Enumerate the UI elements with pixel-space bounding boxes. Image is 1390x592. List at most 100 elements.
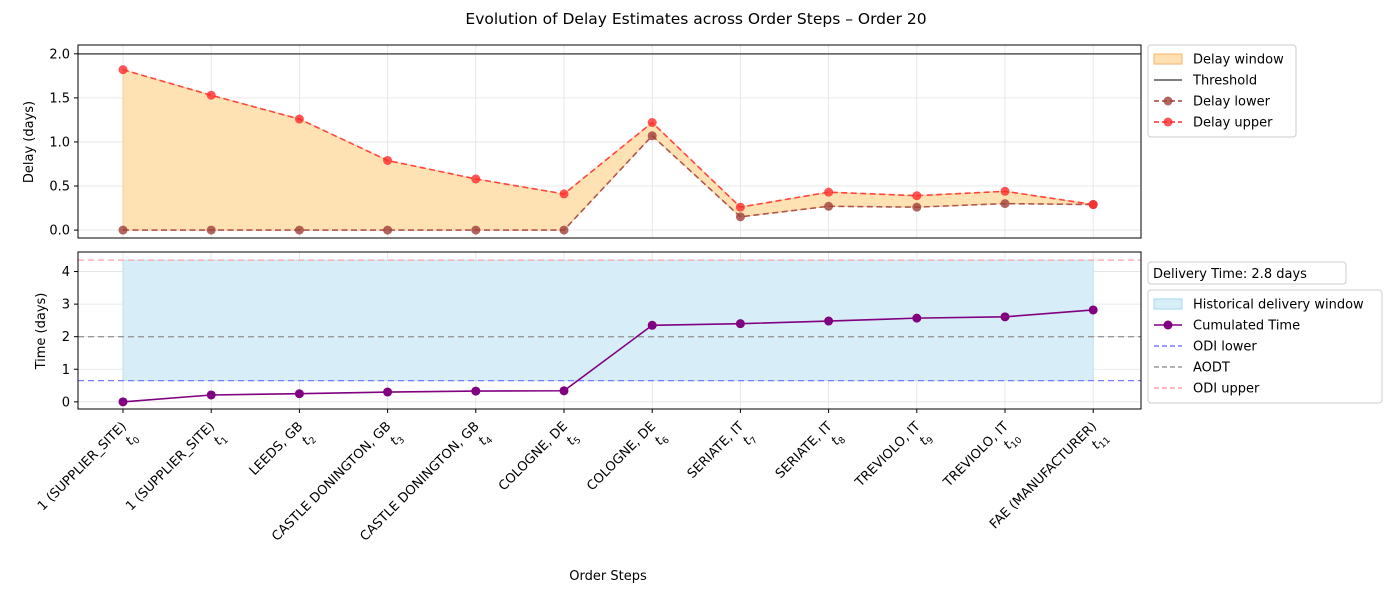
legend-label: Cumulated Time: [1193, 319, 1300, 334]
delay-upper-point: [1088, 200, 1098, 210]
delay-lower-point: [1000, 199, 1010, 209]
time-y-ticks: 0 1 2 3 4: [62, 265, 78, 410]
cumulated-time-point: [647, 320, 657, 330]
x-tick-label: TREVIOLO, ITt9: [852, 419, 936, 503]
delay-upper-line: [122, 68, 1094, 209]
delay-lower-point: [471, 225, 481, 235]
x-tick-place: SERIATE, IT: [773, 419, 836, 482]
x-tick-place: SERIATE, IT: [685, 419, 748, 482]
x-tick-step-index: 5: [572, 435, 583, 446]
delay-series: [118, 65, 1098, 235]
x-tick-place: COLOGNE, DE: [584, 419, 659, 494]
delay-lower-point: [647, 131, 657, 141]
cumulated-time-point: [1000, 312, 1010, 322]
legend-marker: [1163, 96, 1173, 106]
legend-label: Delay upper: [1193, 116, 1273, 131]
x-tick-step-index: 8: [837, 435, 848, 446]
x-tick-place: TREVIOLO, IT: [852, 419, 924, 491]
time-y-axis-label: Time (days): [34, 293, 49, 371]
x-axis-ticks: 1 (SUPPLIER_SITE)t01 (SUPPLIER_SITE)t1 LE…: [35, 409, 1113, 545]
y-tick-label: 4: [62, 265, 70, 280]
delay-lower-line: [123, 134, 1094, 231]
legend-label: ODI lower: [1193, 340, 1257, 355]
legend-marker: [1163, 320, 1173, 330]
x-tick-place: LEEDS, GB: [247, 419, 307, 479]
annotation-text: Delivery Time: 2.8 days: [1153, 267, 1307, 282]
delay-lower-point: [735, 212, 745, 222]
y-tick-label: 2.0: [49, 47, 70, 62]
x-tick-place: COLOGNE, DE: [496, 419, 571, 494]
annotation-frame: [1147, 261, 1347, 285]
x-axis-label: Order Steps: [569, 569, 647, 584]
legend-frame: [1147, 44, 1297, 138]
cumulated-time-point: [1088, 305, 1098, 315]
x-tick-step-index: 2: [308, 435, 319, 446]
delay-upper-point: [1000, 186, 1010, 196]
delay-upper-point: [647, 118, 657, 128]
legend-swatch: [1153, 53, 1183, 65]
time-plot-frame: [77, 251, 1142, 410]
cumulated-time-point: [559, 386, 569, 396]
delay-y-ticks: 0.0 0.5 1.0 1.5 2.0: [49, 47, 78, 239]
x-tick-place: 1 (SUPPLIER_SITE): [35, 419, 130, 514]
legend-marker: [1163, 117, 1173, 127]
delay-lower-point: [824, 201, 834, 211]
x-tick-step-index: 3: [396, 435, 407, 446]
x-tick-label: TREVIOLO, ITt10: [940, 419, 1024, 503]
x-tick-label: COLOGNE, DEt5: [496, 419, 584, 507]
legend-label: Delay window: [1193, 53, 1284, 68]
cumulated-time-point: [735, 319, 745, 329]
y-tick-label: 2: [62, 330, 70, 345]
delay-upper-point: [735, 202, 745, 212]
delay-lower-point: [383, 225, 393, 235]
legend-label: Historical delivery window: [1193, 298, 1364, 313]
x-tick-step-index: 1: [220, 435, 231, 446]
x-tick-label: FAE (MANUFACTURER)t11: [987, 419, 1113, 545]
cumulated-time-point: [383, 387, 393, 397]
cumulated-time-point: [294, 389, 304, 399]
legend-frame: [1147, 289, 1383, 404]
delay-y-axis-label: Delay (days): [22, 101, 37, 183]
delay-upper-point: [559, 189, 569, 199]
cumulated-time-point: [912, 313, 922, 323]
y-tick-label: 3: [62, 298, 70, 313]
legend-label: AODT: [1193, 361, 1230, 376]
delay-legend: Delay window Threshold Delay lower Delay up…: [1147, 44, 1297, 138]
delay-lower-point: [118, 225, 128, 235]
chart-title: Evolution of Delay Estimates across Orde…: [465, 10, 926, 28]
cumulated-time-point: [206, 390, 216, 400]
legend-label: ODI upper: [1193, 382, 1260, 397]
delay-lower-point: [294, 225, 304, 235]
legend-swatch: [1153, 298, 1183, 310]
x-tick-step-index: 6: [661, 435, 672, 446]
cumulated-time-line: [122, 309, 1094, 403]
delay-lower-point: [206, 225, 216, 235]
delay-lower-point: [559, 225, 569, 235]
time-series: [118, 305, 1098, 407]
y-tick-label: 1: [62, 363, 70, 378]
x-tick-label: SERIATE, ITt8: [773, 419, 848, 494]
legend-label: Threshold: [1192, 74, 1257, 89]
delay-upper-point: [206, 90, 216, 100]
historical-delivery-window: [122, 259, 1094, 382]
x-tick-step-index: 7: [749, 435, 760, 446]
y-tick-label: 0.0: [49, 224, 70, 239]
delay-upper-point: [118, 65, 128, 75]
x-tick-place: 1 (SUPPLIER_SITE): [123, 419, 218, 514]
delay-panel: 0.0 0.5 1.0 1.5 2.0 Delay (days) Delay windo…: [22, 44, 1297, 239]
delay-upper-point: [383, 155, 393, 165]
cumulated-time-point: [471, 386, 481, 396]
y-tick-label: 1.0: [49, 135, 70, 150]
y-tick-label: 0: [62, 395, 70, 410]
legend-label: Delay lower: [1193, 95, 1271, 110]
delay-lower-point: [912, 202, 922, 212]
x-tick-label: COLOGNE, DEt6: [584, 419, 672, 507]
delay-upper-point: [471, 174, 481, 184]
delay-upper-point: [294, 114, 304, 124]
time-panel: 0 1 2 3 4 Time (days) Delivery Time: 2.8 day…: [34, 251, 1383, 410]
y-tick-label: 1.5: [49, 91, 70, 106]
x-tick-label: 1 (SUPPLIER_SITE)t1: [123, 419, 231, 527]
x-tick-step-index: 4: [484, 435, 495, 446]
time-legend: Historical delivery window Cumulated Time…: [1147, 289, 1383, 404]
